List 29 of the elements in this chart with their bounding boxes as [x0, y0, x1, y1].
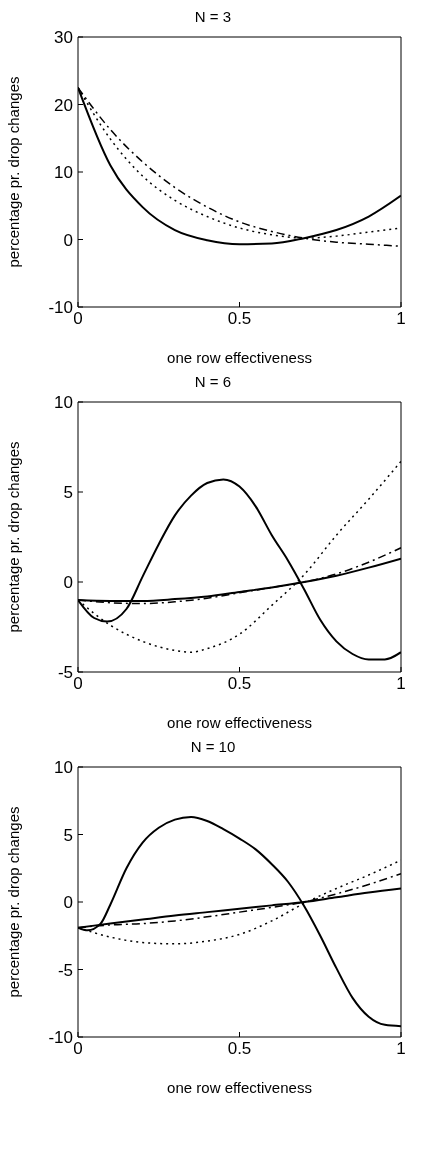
- y-tick-label: 5: [63, 483, 73, 503]
- y-tick-label: -5: [57, 663, 73, 683]
- x-tick-label: 0.5: [227, 1039, 252, 1059]
- y-tick-label: -10: [48, 1028, 73, 1048]
- y-tick-label: 10: [54, 393, 73, 413]
- x-axis-title: one row effectiveness: [167, 349, 312, 366]
- y-tick-label: 0: [63, 230, 73, 250]
- y-tick-label: 5: [63, 825, 73, 845]
- y-tick-label: 10: [54, 163, 73, 183]
- y-tick-label: -5: [57, 960, 73, 980]
- x-tick-label: 1: [396, 674, 406, 694]
- y-axis-title: percentage pr. drop changes: [5, 76, 23, 268]
- y-tick-label: 30: [54, 28, 73, 48]
- x-tick-label: 1: [396, 1039, 406, 1059]
- x-tick-label: 0.5: [227, 309, 252, 329]
- chart-title: N = 6: [193, 373, 233, 392]
- y-axis-title: percentage pr. drop changes: [5, 806, 23, 998]
- y-tick-label: 20: [54, 95, 73, 115]
- x-tick-label: 1: [396, 309, 406, 329]
- chart-title: N = 10: [189, 738, 237, 757]
- x-axis-title: one row effectiveness: [167, 714, 312, 731]
- y-tick-label: 0: [63, 573, 73, 593]
- y-tick-label: 10: [54, 758, 73, 778]
- chart-title: N = 3: [193, 8, 233, 27]
- x-axis-title: one row effectiveness: [167, 1079, 312, 1096]
- y-tick-label: -10: [48, 298, 73, 318]
- y-tick-label: 0: [63, 893, 73, 913]
- x-tick-label: 0.5: [227, 674, 252, 694]
- y-axis-title: percentage pr. drop changes: [5, 441, 23, 633]
